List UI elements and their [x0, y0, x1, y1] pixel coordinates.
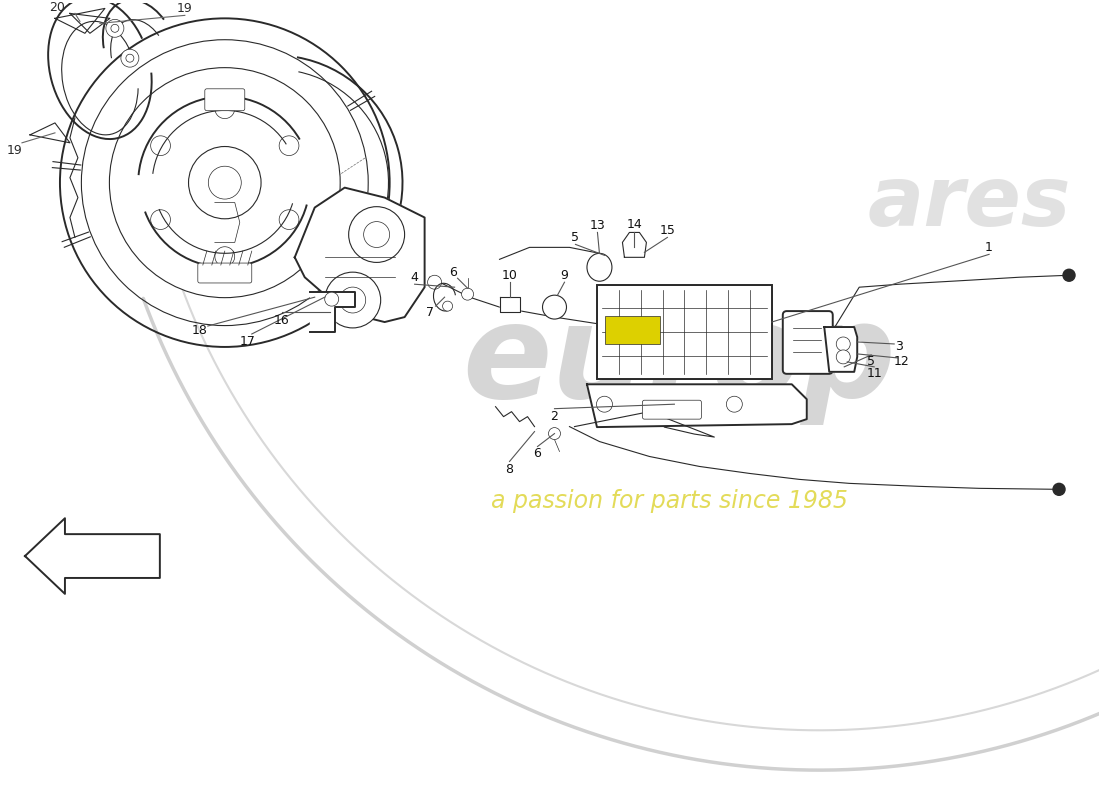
Circle shape — [542, 295, 566, 319]
Text: 5: 5 — [867, 355, 876, 368]
FancyBboxPatch shape — [605, 316, 660, 344]
Text: 4: 4 — [410, 270, 419, 284]
Circle shape — [324, 292, 339, 306]
Text: 19: 19 — [177, 2, 192, 15]
Polygon shape — [310, 292, 354, 332]
Text: 7: 7 — [426, 306, 433, 318]
Text: 16: 16 — [274, 314, 289, 326]
Polygon shape — [824, 327, 857, 372]
Polygon shape — [25, 518, 160, 594]
Circle shape — [324, 272, 381, 328]
Text: ares: ares — [868, 162, 1071, 243]
Text: 11: 11 — [867, 367, 882, 380]
Text: 17: 17 — [240, 335, 255, 349]
Circle shape — [462, 288, 474, 300]
Polygon shape — [587, 384, 806, 427]
Circle shape — [549, 427, 561, 439]
FancyBboxPatch shape — [205, 89, 245, 110]
Text: europ: europ — [462, 298, 896, 426]
Circle shape — [106, 19, 124, 38]
Polygon shape — [623, 233, 647, 258]
FancyBboxPatch shape — [783, 311, 833, 374]
Circle shape — [349, 206, 405, 262]
Text: 19: 19 — [7, 144, 23, 158]
FancyBboxPatch shape — [198, 263, 252, 283]
Text: 12: 12 — [893, 355, 909, 368]
Circle shape — [151, 210, 170, 230]
Text: 15: 15 — [660, 224, 675, 237]
Circle shape — [1053, 483, 1065, 495]
Circle shape — [188, 146, 261, 218]
Polygon shape — [499, 297, 519, 312]
Text: 14: 14 — [627, 218, 642, 231]
Circle shape — [279, 136, 299, 155]
Circle shape — [442, 301, 452, 311]
Text: 18: 18 — [191, 323, 208, 337]
Circle shape — [121, 50, 139, 67]
Text: 8: 8 — [506, 463, 514, 476]
FancyBboxPatch shape — [597, 285, 772, 379]
Text: 9: 9 — [561, 269, 569, 282]
Circle shape — [726, 396, 742, 412]
Text: 20: 20 — [50, 1, 65, 14]
Text: a passion for parts since 1985: a passion for parts since 1985 — [491, 490, 848, 514]
Text: 6: 6 — [449, 266, 456, 278]
Text: 5: 5 — [572, 231, 580, 244]
Text: 1: 1 — [986, 241, 993, 254]
Circle shape — [836, 350, 850, 364]
Circle shape — [428, 275, 441, 289]
Circle shape — [109, 68, 340, 298]
Polygon shape — [295, 188, 425, 322]
Circle shape — [214, 246, 234, 266]
Text: 13: 13 — [590, 219, 605, 232]
Circle shape — [279, 210, 299, 230]
Circle shape — [596, 396, 613, 412]
Circle shape — [836, 337, 850, 351]
Circle shape — [214, 99, 234, 118]
Circle shape — [151, 136, 170, 155]
Text: 3: 3 — [895, 341, 903, 354]
Text: 10: 10 — [502, 269, 517, 282]
FancyBboxPatch shape — [642, 400, 702, 419]
Text: 6: 6 — [534, 447, 541, 460]
Text: 2: 2 — [551, 410, 559, 423]
Circle shape — [1063, 270, 1075, 282]
